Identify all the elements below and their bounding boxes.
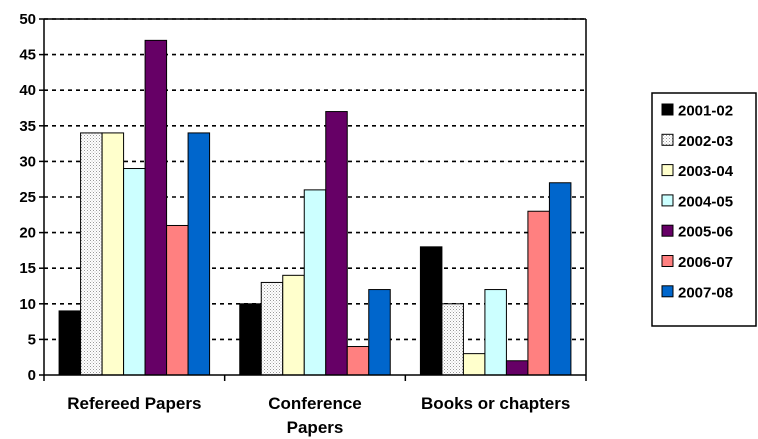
y-tick-label: 20 (19, 225, 36, 242)
legend-swatch (661, 224, 674, 237)
legend-swatch (661, 255, 674, 267)
legend-swatch (661, 164, 674, 177)
legend-swatch (661, 133, 674, 146)
bars (58, 39, 572, 376)
y-tick-label: 15 (19, 260, 36, 277)
bar-2003-04-0 (101, 132, 125, 376)
x-category-label: Refereed Papers (67, 394, 201, 413)
legend-swatch (661, 285, 674, 298)
bar-2002-03-2 (441, 303, 464, 376)
x-category-label: Papers (287, 418, 344, 437)
bar-2005-06-1 (325, 111, 348, 376)
legend-label: 2002-03 (678, 133, 733, 150)
y-tick-label: 45 (19, 47, 36, 64)
bar-2002-03-1 (260, 281, 284, 376)
bar-2007-08-2 (548, 182, 572, 376)
y-tick-label: 10 (19, 296, 36, 313)
axes (39, 18, 587, 381)
bar-2005-06-2 (505, 360, 529, 376)
bar-2006-07-0 (166, 224, 189, 376)
legend-label: 2001-02 (678, 103, 733, 120)
category-labels: Refereed Papers Conference Papers Books or … (67, 394, 570, 437)
y-tick-label: 30 (19, 153, 36, 170)
legend-label: 2006-07 (678, 254, 733, 271)
y-tick-label: 0 (28, 367, 36, 384)
y-tick-label: 35 (19, 118, 36, 135)
bar-2002-03-0 (80, 132, 103, 376)
legend-label: 2004-05 (678, 193, 733, 210)
legend-label: 2005-06 (678, 224, 733, 241)
bar-2001-02-2 (419, 246, 443, 376)
x-category-label: Conference (268, 394, 362, 413)
legend-swatch (661, 194, 674, 207)
bar-2003-04-2 (462, 353, 486, 376)
legend: 2001-02 2002-03 2003-04 2004-05 2005-06 2006-… (651, 92, 757, 327)
y-tick-label: 40 (19, 82, 36, 99)
legend-swatch (661, 103, 674, 116)
y-tick-labels: 0 5 10 15 20 25 30 35 40 45 50 (19, 11, 36, 384)
bar-2004-05-0 (123, 168, 146, 376)
y-tick-label: 50 (19, 11, 36, 28)
bar-2007-08-1 (368, 289, 391, 376)
x-category-label: Books or chapters (421, 394, 570, 413)
legend-label: 2003-04 (678, 163, 734, 180)
bar-2006-07-1 (346, 346, 370, 376)
bar-2005-06-0 (144, 39, 168, 376)
bar-2003-04-1 (282, 274, 305, 376)
legend-label: 2007-08 (678, 284, 733, 301)
bar-2004-05-2 (484, 289, 507, 376)
bar-2001-02-0 (58, 310, 82, 376)
bar-2007-08-0 (187, 132, 211, 376)
y-tick-label: 25 (19, 189, 36, 206)
bar-2004-05-1 (303, 189, 327, 376)
bar-2006-07-2 (527, 210, 550, 376)
bar-2001-02-1 (239, 303, 262, 376)
y-tick-label: 5 (28, 331, 36, 348)
